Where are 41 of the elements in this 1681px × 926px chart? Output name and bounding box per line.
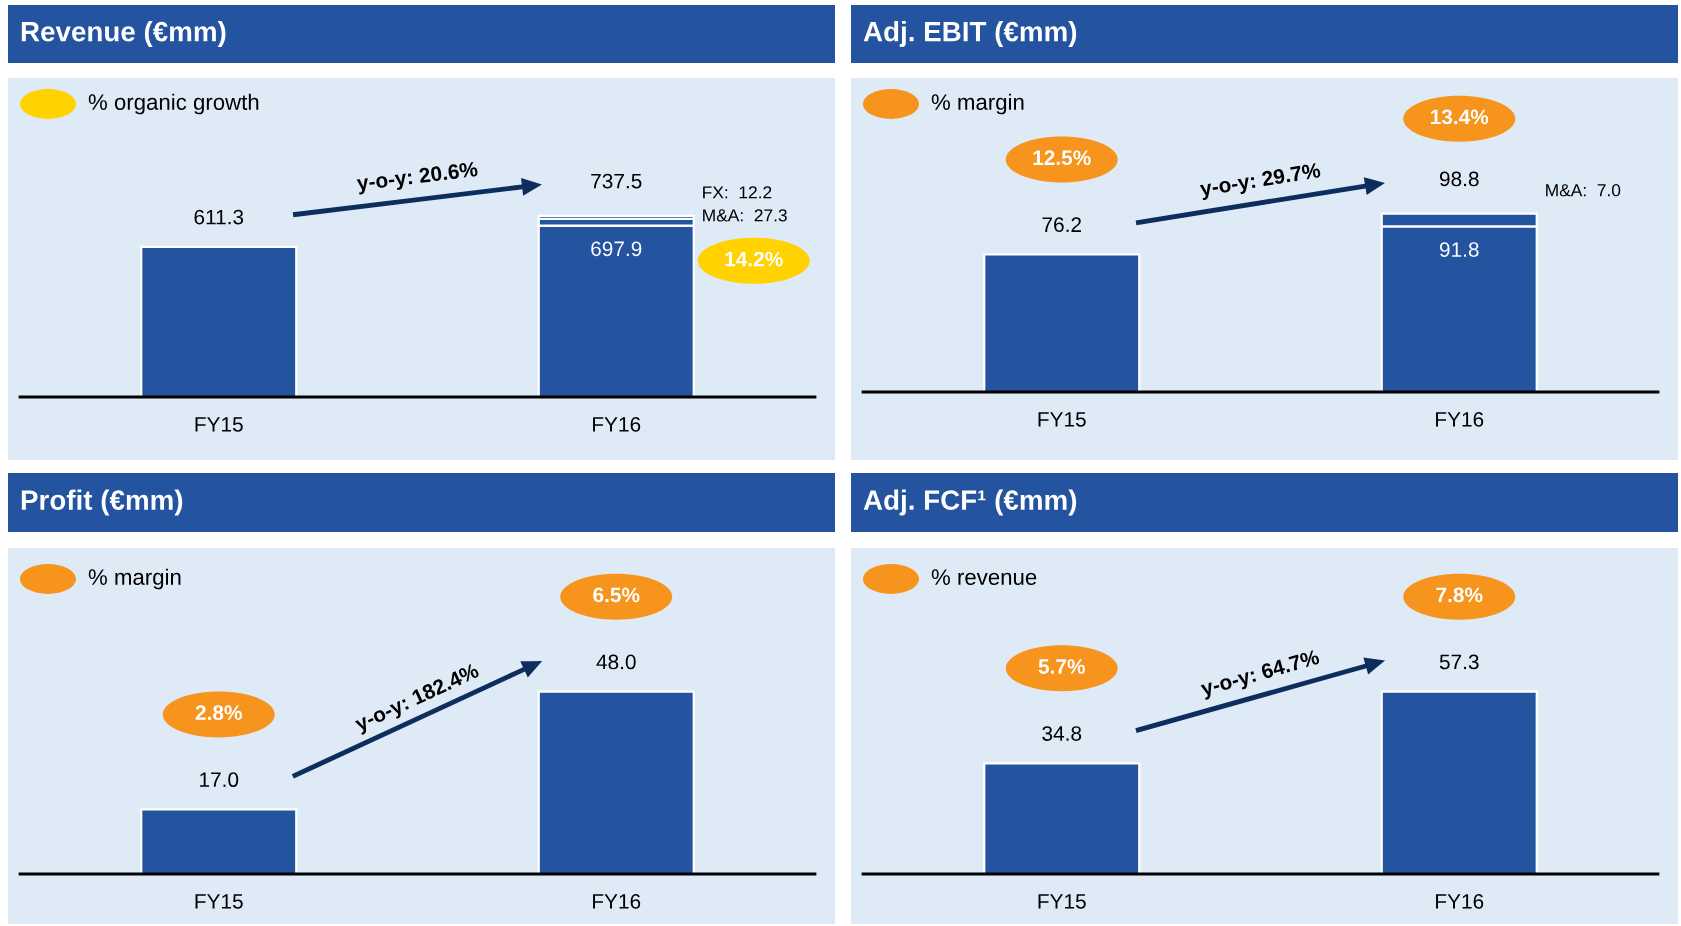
total-label: 98.8 xyxy=(1439,171,1479,187)
data-label: 76.2 xyxy=(1042,217,1081,233)
x-tick-label: FY15 xyxy=(1038,412,1086,427)
legend-title: % organic growth xyxy=(88,93,259,115)
text: 7.8% xyxy=(1436,587,1483,603)
total-label: 737.5 xyxy=(591,173,642,189)
text: FX: 12.2 xyxy=(703,186,772,199)
x-tick-label: FY16 xyxy=(593,416,641,432)
x-tick-label: FY15 xyxy=(195,894,243,909)
legend-title: % margin xyxy=(88,568,181,590)
legend-title: % revenue xyxy=(931,569,1037,585)
annotation: y-o-y: 64.7% xyxy=(1199,649,1322,701)
bar xyxy=(140,245,298,397)
data-label: 17.0 xyxy=(200,772,239,788)
data-label: 91.8 xyxy=(1439,242,1479,257)
data-label: 57.3 xyxy=(1439,654,1479,670)
text: 12.5% xyxy=(1033,150,1091,166)
legend-title: % margin xyxy=(931,93,1024,115)
chart-title: Profit (€mm) xyxy=(21,489,183,516)
chart-title: Adj. FCF¹ (€mm) xyxy=(863,489,1077,516)
text: 5.7% xyxy=(1038,659,1085,674)
chart-title: Revenue (€mm) xyxy=(21,21,226,47)
data-label: 697.9 xyxy=(591,241,642,257)
data-label: 611.3 xyxy=(194,209,244,225)
text: 13.4% xyxy=(1431,109,1489,125)
text: y-o-y: 20.6% xyxy=(356,161,479,195)
data-label: 34.8 xyxy=(1042,726,1082,741)
x-tick-label: FY16 xyxy=(1436,893,1484,909)
text: M&A: 7.0 xyxy=(1546,184,1621,197)
x-tick-label: FY16 xyxy=(593,893,641,909)
x-tick-label: FY15 xyxy=(1038,894,1086,909)
annotation: 2.8% xyxy=(195,705,242,721)
text: M&A: 27.3 xyxy=(703,209,787,222)
x-tick-label: FY16 xyxy=(1436,411,1484,427)
x-tick-label: FY15 xyxy=(195,417,243,432)
text: y-o-y: 29.7% xyxy=(1199,162,1322,201)
bar xyxy=(537,224,695,397)
annotation: 14.2% xyxy=(725,251,783,267)
data-label: 48.0 xyxy=(596,654,636,670)
chart-title: Adj. EBIT (€mm) xyxy=(863,21,1077,47)
text: 6.5% xyxy=(593,587,640,603)
